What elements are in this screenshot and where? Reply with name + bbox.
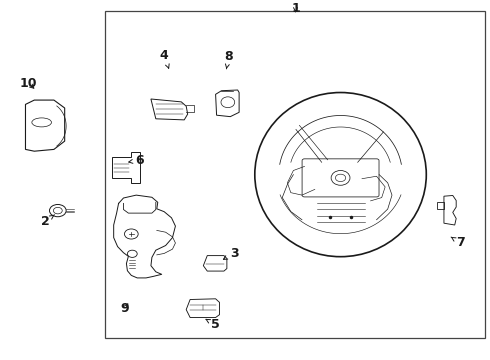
Text: 5: 5 — [206, 318, 220, 331]
Text: 4: 4 — [160, 49, 169, 68]
Bar — [437, 202, 444, 209]
Text: 8: 8 — [224, 50, 233, 69]
Text: 7: 7 — [451, 237, 465, 249]
Text: 6: 6 — [129, 154, 144, 167]
Text: 9: 9 — [121, 302, 129, 315]
Text: 10: 10 — [20, 77, 37, 90]
Text: 3: 3 — [223, 247, 239, 260]
Text: 2: 2 — [41, 215, 54, 228]
Bar — [105, 11, 485, 338]
Text: 1: 1 — [291, 2, 300, 15]
